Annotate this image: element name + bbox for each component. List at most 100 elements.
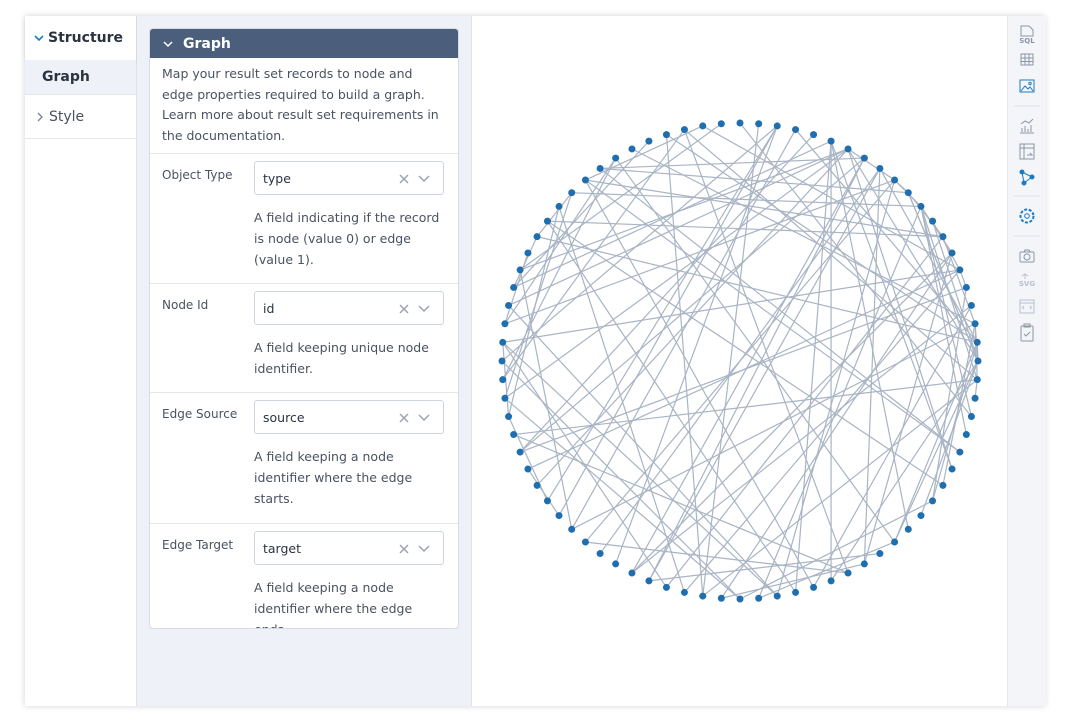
node[interactable]: [792, 126, 800, 134]
svg-icon[interactable]: SVG: [1019, 273, 1035, 288]
node[interactable]: [962, 431, 970, 439]
node[interactable]: [844, 569, 852, 577]
node[interactable]: [581, 176, 589, 184]
field-select[interactable]: id: [254, 291, 444, 325]
node[interactable]: [973, 376, 981, 384]
node[interactable]: [505, 301, 513, 309]
camera-icon[interactable]: [1019, 249, 1035, 263]
node[interactable]: [533, 233, 541, 241]
node[interactable]: [524, 249, 532, 257]
node[interactable]: [827, 577, 835, 585]
node[interactable]: [581, 538, 589, 546]
node[interactable]: [612, 560, 620, 568]
node[interactable]: [628, 145, 636, 153]
node[interactable]: [755, 120, 763, 128]
node[interactable]: [662, 131, 670, 139]
node[interactable]: [516, 448, 524, 456]
node[interactable]: [967, 413, 975, 421]
node[interactable]: [844, 145, 852, 153]
sql-icon[interactable]: SQL: [1019, 25, 1035, 45]
node[interactable]: [510, 283, 518, 291]
node[interactable]: [917, 202, 925, 210]
node[interactable]: [860, 560, 868, 568]
node[interactable]: [501, 320, 509, 328]
nav-item[interactable]: Style: [25, 95, 136, 139]
node[interactable]: [596, 164, 604, 172]
chart-icon[interactable]: [1020, 118, 1034, 134]
pivot-icon[interactable]: [1019, 143, 1035, 160]
node[interactable]: [973, 338, 981, 346]
node[interactable]: [904, 189, 912, 197]
node[interactable]: [596, 550, 604, 558]
node[interactable]: [876, 550, 884, 558]
card-header[interactable]: Graph: [150, 29, 458, 58]
node[interactable]: [962, 283, 970, 291]
node[interactable]: [516, 266, 524, 274]
node[interactable]: [680, 126, 688, 134]
node[interactable]: [680, 588, 688, 596]
node[interactable]: [876, 164, 884, 172]
node[interactable]: [967, 301, 975, 309]
embed-icon[interactable]: [1019, 299, 1035, 314]
node[interactable]: [956, 266, 964, 274]
node[interactable]: [662, 583, 670, 591]
image-icon[interactable]: [1019, 79, 1035, 93]
node[interactable]: [939, 233, 947, 241]
node[interactable]: [773, 592, 781, 600]
node[interactable]: [939, 481, 947, 489]
node[interactable]: [612, 154, 620, 162]
node[interactable]: [499, 338, 507, 346]
node[interactable]: [555, 512, 563, 520]
node[interactable]: [555, 202, 563, 210]
node[interactable]: [948, 249, 956, 257]
field-select[interactable]: source: [254, 400, 444, 434]
node[interactable]: [498, 357, 506, 365]
node[interactable]: [501, 394, 509, 402]
node[interactable]: [773, 122, 781, 130]
nav-section[interactable]: Structure: [25, 16, 136, 60]
node[interactable]: [827, 137, 835, 145]
table-icon[interactable]: [1020, 53, 1034, 66]
node[interactable]: [929, 217, 937, 225]
node[interactable]: [568, 189, 576, 197]
node[interactable]: [543, 497, 551, 505]
node[interactable]: [524, 465, 532, 473]
field-select[interactable]: type: [254, 161, 444, 195]
node[interactable]: [974, 357, 982, 365]
edge: [504, 179, 895, 325]
node[interactable]: [699, 122, 707, 130]
node[interactable]: [755, 594, 763, 602]
node[interactable]: [736, 595, 744, 603]
field-select[interactable]: target: [254, 531, 444, 565]
node[interactable]: [891, 176, 899, 184]
node[interactable]: [971, 394, 979, 402]
node[interactable]: [971, 320, 979, 328]
node[interactable]: [645, 577, 653, 585]
graph-icon[interactable]: [1019, 169, 1035, 186]
node[interactable]: [904, 525, 912, 533]
node[interactable]: [917, 512, 925, 520]
node[interactable]: [891, 538, 899, 546]
node[interactable]: [499, 376, 507, 384]
node[interactable]: [929, 497, 937, 505]
node[interactable]: [717, 594, 725, 602]
node[interactable]: [505, 413, 513, 421]
node[interactable]: [568, 525, 576, 533]
node[interactable]: [628, 569, 636, 577]
node[interactable]: [860, 154, 868, 162]
nav-item[interactable]: Graph: [25, 60, 136, 95]
clipboard-icon[interactable]: [1020, 323, 1034, 342]
node[interactable]: [792, 588, 800, 596]
node[interactable]: [956, 448, 964, 456]
node[interactable]: [645, 137, 653, 145]
node[interactable]: [948, 465, 956, 473]
node[interactable]: [717, 120, 725, 128]
node[interactable]: [510, 431, 518, 439]
settings-icon[interactable]: [1019, 208, 1035, 224]
node[interactable]: [810, 583, 818, 591]
node[interactable]: [543, 217, 551, 225]
node[interactable]: [699, 592, 707, 600]
node[interactable]: [810, 131, 818, 139]
node[interactable]: [736, 119, 744, 127]
node[interactable]: [533, 481, 541, 489]
